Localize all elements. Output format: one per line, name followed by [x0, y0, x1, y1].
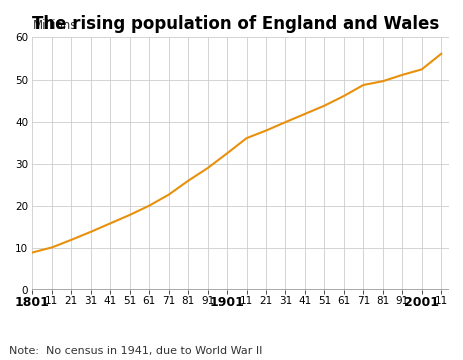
Text: Note:  No census in 1941, due to World War II: Note: No census in 1941, due to World Wa…: [9, 346, 262, 356]
Text: Millions: Millions: [32, 19, 77, 32]
Text: The rising population of England and Wales: The rising population of England and Wal…: [32, 15, 439, 33]
